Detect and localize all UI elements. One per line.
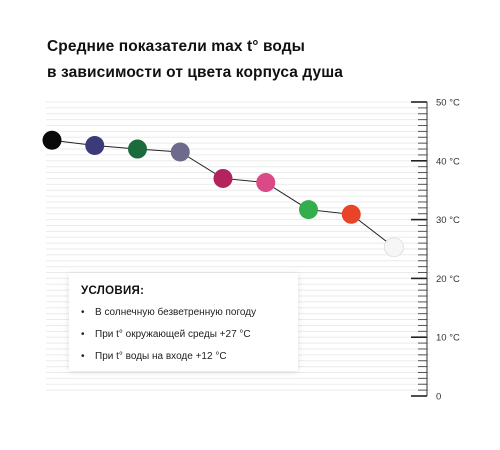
data-point [170,142,190,162]
data-point [299,200,318,220]
data-point [256,173,276,193]
y-tick-label: 20 °C [436,274,460,285]
conditions-box: УСЛОВИЯ: В солнечную безветренную погоду… [69,273,298,371]
y-tick-label: 50 °C [436,98,460,109]
y-tick-label: 0 [436,392,441,403]
chart-title-line2: в зависимости от цвета корпуса душа [47,64,344,81]
condition-item: При t° воды на входе +12 °C [81,350,284,372]
data-point [341,204,361,224]
y-axis: 0 10 °C 20 °C 30 °C 40 °C 50 °C [411,98,460,403]
data-point [128,139,147,159]
y-tick-label: 30 °C [436,215,460,226]
data-point [213,168,233,188]
conditions-heading: УСЛОВИЯ: [81,285,145,297]
data-points [42,130,404,258]
chart-title: Средние показатели max t° воды в зависим… [47,34,343,86]
chart-title-line1: Средние показатели max t° воды [47,38,306,55]
data-point [85,136,105,156]
y-tick-label: 40 °C [436,156,460,167]
data-point [42,130,62,150]
condition-item: В солнечную безветренную погоду [81,306,284,328]
conditions-list: В солнечную безветренную погоду При t° о… [81,306,284,372]
condition-item: При t° окружающей среды +27 °C [81,328,284,350]
y-tick-label: 10 °C [436,333,460,344]
data-point [384,237,404,258]
